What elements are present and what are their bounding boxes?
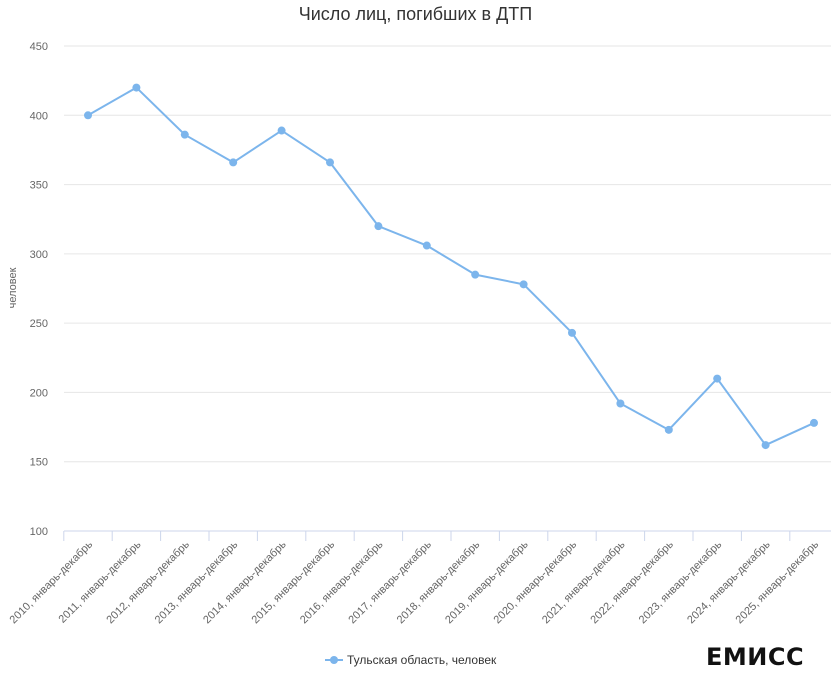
y-tick-label: 150 — [30, 457, 48, 469]
x-tick-label: 2011, январь-декабрь — [57, 538, 144, 625]
data-point[interactable] — [84, 111, 92, 120]
x-tick-label: 2025, январь-декабрь — [734, 538, 822, 626]
series-layer — [84, 83, 818, 450]
x-tick-label: 2019, январь-декабрь — [443, 538, 531, 626]
gridlines — [64, 45, 831, 532]
x-tick-label: 2016, январь-декабрь — [298, 538, 386, 626]
y-tick-label: 250 — [30, 318, 48, 330]
data-point[interactable] — [713, 374, 722, 383]
data-point[interactable] — [132, 83, 141, 92]
x-tick-label: 2024, январь-декабрь — [685, 538, 773, 626]
chart-title: Число лиц, погибших в ДТП — [298, 4, 533, 24]
x-tick-label: 2023, январь-декабрь — [637, 538, 725, 626]
series-line — [87, 86, 815, 447]
y-tick-label: 200 — [30, 387, 48, 399]
x-tick-label: 2012, январь-декабрь — [104, 538, 192, 626]
y-axis-ticks: 100 150 200 250 300 350 400 450 — [30, 41, 48, 538]
x-tick-label: 2017, январь-декабрь — [346, 538, 434, 626]
data-point[interactable] — [664, 425, 673, 434]
data-point[interactable] — [616, 399, 625, 408]
data-point[interactable] — [761, 441, 770, 450]
legend-label: Тульская область, человек — [347, 653, 497, 667]
data-point[interactable] — [180, 130, 189, 139]
x-tick-label: 2010, январь-декабрь — [8, 538, 96, 626]
legend-marker-icon — [325, 654, 343, 666]
data-point[interactable] — [229, 158, 238, 167]
data-point[interactable] — [519, 280, 528, 289]
data-point[interactable] — [374, 222, 383, 231]
data-point[interactable] — [471, 270, 480, 279]
x-tick-label: 2014, январь-декабрь — [201, 538, 289, 626]
x-tick-label: 2021, январь-декабрь — [540, 538, 628, 626]
data-point[interactable] — [422, 241, 431, 250]
x-tick-label: 2013, январь-декабрь — [153, 538, 241, 626]
y-tick-label: 300 — [30, 249, 48, 261]
x-tick-label: 2018, январь-декабрь — [395, 538, 483, 626]
x-tick-label: 2022, январь-декабрь — [588, 538, 676, 626]
x-tick-label: 2020, январь-декабрь — [492, 538, 580, 626]
source-watermark: ЕМИСС — [706, 643, 805, 671]
legend-item[interactable]: Тульская область, человек — [325, 653, 496, 667]
x-tick-label: 2015, январь-декабрь — [250, 538, 338, 626]
y-tick-label: 400 — [30, 110, 48, 122]
y-axis-label: человек — [7, 267, 19, 308]
data-point[interactable] — [277, 126, 286, 135]
data-point[interactable] — [326, 158, 334, 167]
data-point[interactable] — [568, 328, 576, 337]
data-point[interactable] — [810, 418, 818, 427]
y-tick-label: 100 — [30, 526, 48, 538]
y-tick-label: 350 — [30, 180, 48, 192]
y-tick-label: 450 — [30, 41, 48, 53]
